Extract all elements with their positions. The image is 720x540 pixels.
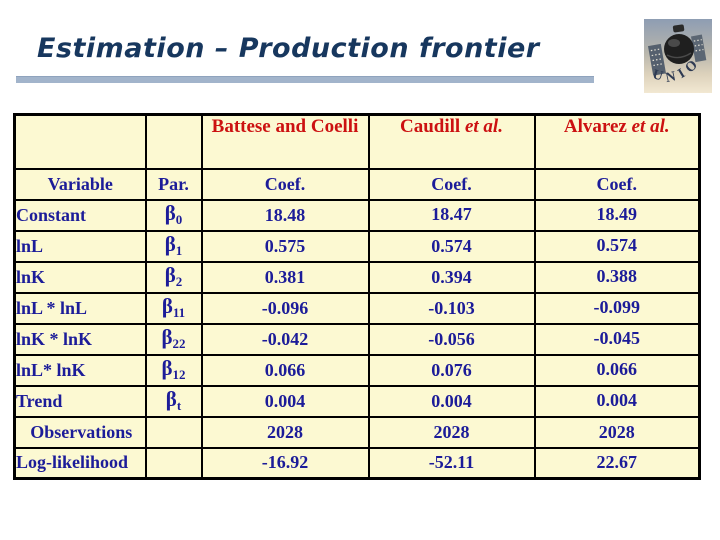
column-header-coef-alvarez: Coef. bbox=[533, 167, 701, 201]
column-header-variable: Variable bbox=[13, 167, 147, 201]
cell-coef-caudill: 0.076 bbox=[367, 353, 536, 387]
cell-par: β11 bbox=[144, 291, 203, 325]
beta-subscript: 12 bbox=[172, 367, 186, 383]
title-underline bbox=[16, 76, 594, 83]
beta-symbol: β bbox=[164, 201, 176, 226]
table-row-lnl-lnk: lnL* lnK β12 0.066 0.076 0.066 bbox=[13, 353, 701, 387]
cell-coef-caudill: 18.47 bbox=[367, 198, 536, 232]
table-row-constant: Constant β0 18.48 18.47 18.49 bbox=[13, 198, 701, 232]
table-row-lnl-lnl: lnL * lnL β11 -0.096 -0.103 -0.099 bbox=[13, 291, 701, 325]
table-row-lnk-lnk: lnK * lnK β22 -0.042 -0.056 -0.045 bbox=[13, 322, 701, 356]
cell-par: β1 bbox=[144, 229, 203, 263]
cell-coef-caudill: 0.574 bbox=[367, 229, 536, 263]
cell-par: β2 bbox=[144, 260, 203, 294]
cell-par: β22 bbox=[144, 322, 203, 356]
beta-symbol: β bbox=[161, 294, 173, 319]
cell-variable: lnL* lnK bbox=[13, 353, 147, 387]
cell-coef-alvarez: 0.066 bbox=[533, 353, 701, 387]
column-header-coef-battese: Coef. bbox=[200, 167, 370, 201]
beta-symbol: β bbox=[165, 387, 177, 412]
cell-coef-alvarez: 18.49 bbox=[533, 198, 701, 232]
column-header-alvarez-suffix: et al. bbox=[631, 116, 670, 138]
cell-variable: Constant bbox=[13, 198, 147, 232]
beta-symbol: β bbox=[161, 325, 173, 350]
column-header-caudill: Caudill et al. bbox=[367, 113, 536, 170]
table-row-observations: Observations 2028 2028 2028 bbox=[13, 415, 701, 449]
cell-par bbox=[144, 415, 203, 449]
cell-coef-alvarez: 22.67 bbox=[533, 446, 701, 480]
beta-symbol: β bbox=[164, 263, 176, 288]
beta-subscript: 11 bbox=[172, 305, 186, 321]
column-header-battese: Battese and Coelli bbox=[200, 113, 370, 170]
cell-coef-battese: 18.48 bbox=[200, 198, 370, 232]
cell-coef-caudill: -52.11 bbox=[367, 446, 536, 480]
column-header-par: Par. bbox=[144, 167, 203, 201]
cell-coef-alvarez: 0.388 bbox=[533, 260, 701, 294]
table-row-lnl: lnL β1 0.575 0.574 0.574 bbox=[13, 229, 701, 263]
cell-coef-battese: 2028 bbox=[200, 415, 370, 449]
cell-coef-caudill: 0.004 bbox=[367, 384, 536, 418]
cell-variable: lnL * lnL bbox=[13, 291, 147, 325]
cell-coef-alvarez: -0.045 bbox=[533, 322, 701, 356]
cell-coef-battese: 0.066 bbox=[200, 353, 370, 387]
column-header-caudill-label: Caudill bbox=[400, 116, 461, 138]
beta-subscript: 2 bbox=[175, 274, 183, 290]
cell-par: β12 bbox=[144, 353, 203, 387]
column-header-coef-caudill: Coef. bbox=[367, 167, 536, 201]
cell-coef-alvarez: 0.574 bbox=[533, 229, 701, 263]
table-row-group-headers: Battese and Coelli Caudill et al. Alvare… bbox=[13, 113, 701, 170]
cell-par bbox=[144, 446, 203, 480]
page-title: Estimation – Production frontier bbox=[37, 33, 540, 64]
cell-coef-battese: -0.096 bbox=[200, 291, 370, 325]
table-row-trend: Trend βt 0.004 0.004 0.004 bbox=[13, 384, 701, 418]
cell-coef-caudill: -0.103 bbox=[367, 291, 536, 325]
cell-coef-caudill: 0.394 bbox=[367, 260, 536, 294]
results-table: Battese and Coelli Caudill et al. Alvare… bbox=[13, 113, 701, 480]
column-header-caudill-suffix: et al. bbox=[464, 116, 503, 138]
beta-symbol: β bbox=[164, 232, 176, 257]
column-header-alvarez-label: Alvarez bbox=[563, 116, 627, 138]
cell-variable: lnL bbox=[13, 229, 147, 263]
cell-variable: Observations bbox=[13, 415, 147, 449]
cell-coef-battese: 0.575 bbox=[200, 229, 370, 263]
cell-empty bbox=[144, 113, 203, 170]
buildings-icon bbox=[647, 34, 707, 76]
cell-coef-battese: -0.042 bbox=[200, 322, 370, 356]
cell-coef-alvarez: 0.004 bbox=[533, 384, 701, 418]
cell-empty bbox=[13, 113, 147, 170]
cell-variable: lnK bbox=[13, 260, 147, 294]
beta-subscript: 1 bbox=[175, 243, 183, 259]
beta-symbol: β bbox=[161, 356, 173, 381]
column-header-alvarez: Alvarez et al. bbox=[533, 113, 701, 170]
cell-coef-alvarez: -0.099 bbox=[533, 291, 701, 325]
table-row-lnk: lnK β2 0.381 0.394 0.388 bbox=[13, 260, 701, 294]
cell-coef-battese: 0.004 bbox=[200, 384, 370, 418]
cell-par: βt bbox=[144, 384, 203, 418]
globe-icon bbox=[664, 24, 694, 64]
cell-variable: lnK * lnK bbox=[13, 322, 147, 356]
table-row-subheaders: Variable Par. Coef. Coef. Coef. bbox=[13, 167, 701, 201]
cell-variable: Log-likelihood bbox=[13, 446, 147, 480]
beta-subscript: 22 bbox=[172, 336, 186, 352]
cell-par: β0 bbox=[144, 198, 203, 232]
university-globe-icon: UNIO bbox=[644, 19, 712, 93]
cell-coef-alvarez: 2028 bbox=[533, 415, 701, 449]
beta-subscript: 0 bbox=[175, 212, 183, 228]
column-header-battese-label: Battese and Coelli bbox=[211, 116, 359, 138]
university-logo: UNIO bbox=[642, 15, 714, 98]
cell-coef-battese: -16.92 bbox=[200, 446, 370, 480]
cell-coef-battese: 0.381 bbox=[200, 260, 370, 294]
cell-variable: Trend bbox=[13, 384, 147, 418]
cell-coef-caudill: -0.056 bbox=[367, 322, 536, 356]
beta-subscript: t bbox=[176, 398, 182, 414]
table-row-log-likelihood: Log-likelihood -16.92 -52.11 22.67 bbox=[13, 446, 701, 480]
cell-coef-caudill: 2028 bbox=[367, 415, 536, 449]
